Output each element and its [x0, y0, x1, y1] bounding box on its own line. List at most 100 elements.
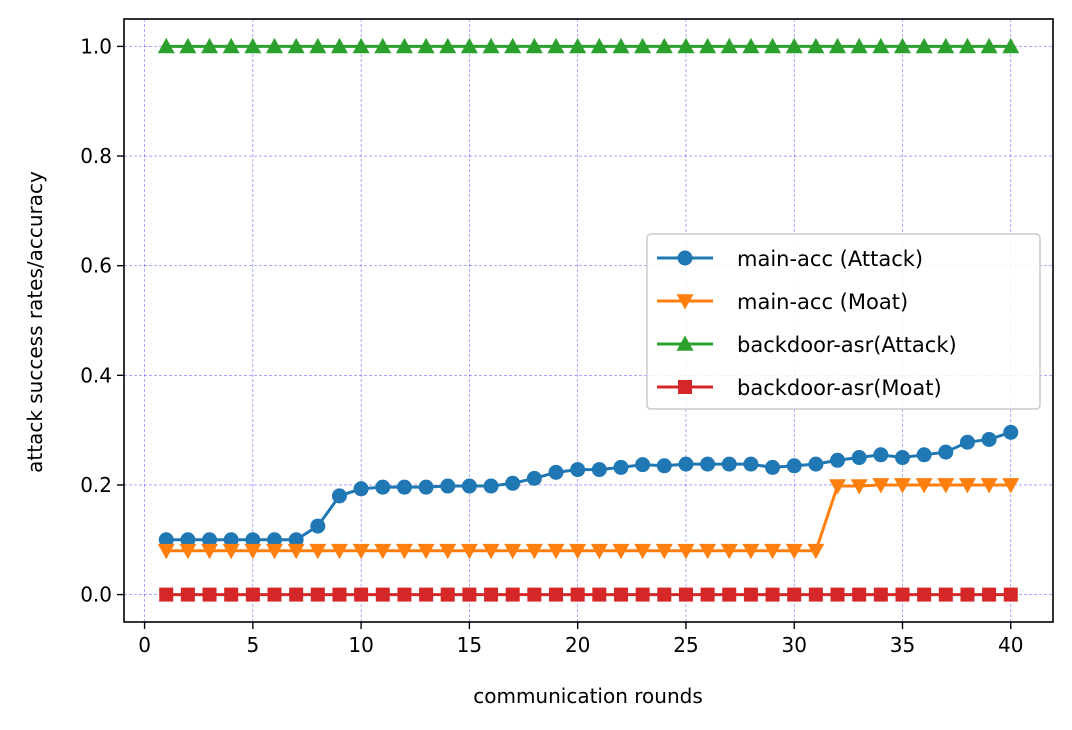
data-point: [721, 456, 737, 472]
legend-marker: [676, 335, 694, 351]
y-tick-label: 0.2: [80, 473, 112, 497]
series-line: [166, 430, 1012, 542]
data-point: [222, 543, 240, 560]
data-point: [872, 478, 890, 494]
data-point: [612, 37, 630, 54]
data-point: [742, 37, 760, 54]
data-point: [180, 587, 195, 602]
data-point: [570, 462, 586, 478]
data-point: [201, 37, 219, 54]
data-point: [852, 587, 867, 602]
data-point: [417, 543, 435, 560]
data-point: [244, 543, 262, 560]
data-point: [916, 447, 932, 463]
data-point: [699, 37, 717, 54]
x-tick-label: 40: [998, 633, 1023, 657]
data-point: [223, 532, 239, 548]
data-point: [980, 478, 998, 494]
legend-marker: [677, 250, 693, 266]
series-2: [157, 37, 1020, 54]
legend-marker: [676, 294, 694, 310]
data-point: [224, 587, 239, 602]
data-point: [764, 37, 782, 54]
data-point: [915, 478, 933, 494]
data-point: [938, 444, 954, 460]
series-line: [166, 483, 1011, 553]
data-point: [592, 587, 607, 602]
data-point: [613, 587, 628, 602]
y-tick-label: 0.8: [80, 144, 112, 168]
data-point: [655, 37, 673, 54]
data-point: [895, 587, 910, 602]
legend-marker: [678, 380, 692, 394]
data-point: [785, 543, 803, 560]
data-point: [720, 543, 738, 560]
data-point: [915, 37, 933, 54]
data-point: [937, 37, 955, 54]
legend-label: main-acc (Attack): [737, 247, 923, 271]
data-point: [222, 37, 240, 54]
data-point: [677, 543, 695, 560]
data-point: [873, 587, 888, 602]
data-point: [179, 543, 197, 560]
data-point: [527, 587, 542, 602]
y-tick-label: 1.0: [80, 34, 112, 58]
data-point: [417, 37, 435, 54]
data-point: [549, 587, 564, 602]
data-point: [289, 587, 304, 602]
data-point: [850, 479, 868, 495]
data-point: [830, 587, 845, 602]
data-point: [287, 543, 305, 560]
data-point: [461, 478, 477, 494]
x-tick-label: 25: [673, 633, 698, 657]
data-point: [872, 37, 890, 54]
data-point: [829, 479, 847, 495]
data-point: [309, 543, 327, 560]
data-point: [720, 37, 738, 54]
x-tick-label: 15: [457, 633, 482, 657]
data-point: [504, 543, 522, 560]
data-point: [460, 543, 478, 560]
data-point: [634, 543, 652, 560]
data-point: [397, 587, 412, 602]
data-point: [202, 532, 218, 548]
data-point: [439, 543, 457, 560]
series-0: [158, 424, 1019, 548]
data-point: [1002, 37, 1020, 54]
data-point: [958, 478, 976, 494]
data-point: [830, 452, 846, 468]
data-point: [807, 543, 825, 560]
data-point: [958, 37, 976, 54]
x-tick-label: 20: [565, 633, 590, 657]
data-point: [266, 543, 284, 560]
legend-label: backdoor-asr(Attack): [737, 333, 957, 357]
data-point: [352, 37, 370, 54]
data-point: [850, 37, 868, 54]
data-point: [462, 587, 477, 602]
data-point: [158, 532, 174, 548]
data-point: [310, 518, 326, 534]
data-point: [266, 37, 284, 54]
data-point: [159, 587, 174, 602]
data-point: [959, 434, 975, 450]
x-tick-label: 35: [890, 633, 915, 657]
data-point: [375, 479, 391, 495]
data-point: [787, 587, 802, 602]
data-point: [677, 37, 695, 54]
data-point: [765, 587, 780, 602]
x-tick-label: 30: [781, 633, 806, 657]
data-point: [765, 459, 781, 475]
data-point: [786, 458, 802, 474]
data-point: [634, 37, 652, 54]
data-point: [764, 543, 782, 560]
data-point: [396, 479, 412, 495]
legend-label: backdoor-asr(Moat): [737, 376, 942, 400]
data-point: [157, 37, 175, 54]
data-point: [288, 532, 304, 548]
data-point: [700, 456, 716, 472]
data-point: [525, 543, 543, 560]
data-point: [352, 543, 370, 560]
data-point: [245, 532, 261, 548]
x-tick-label: 0: [138, 633, 151, 657]
